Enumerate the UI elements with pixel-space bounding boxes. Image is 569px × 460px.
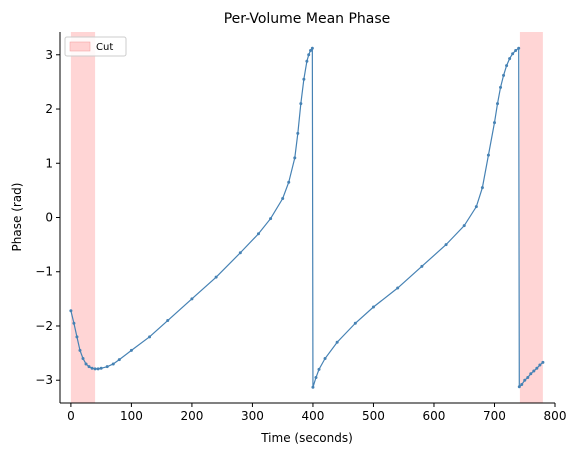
- data-point-21: [256, 232, 260, 236]
- data-point-1: [69, 309, 73, 313]
- data-point-52: [508, 57, 512, 61]
- x-tick-label: 700: [483, 409, 506, 423]
- data-point-23: [281, 197, 285, 201]
- data-point-42: [444, 243, 448, 247]
- data-point-30: [307, 53, 311, 57]
- legend: Cut: [64, 36, 127, 57]
- data-point-7: [87, 365, 91, 369]
- legend-label: Cut: [96, 42, 113, 53]
- data-point-31: [309, 48, 313, 52]
- chart-title: Per-Volume Mean Phase: [224, 11, 391, 27]
- y-tick-label: −2: [35, 319, 53, 333]
- data-point-43: [462, 224, 466, 228]
- data-point-22: [269, 217, 273, 221]
- data-point-62: [535, 366, 539, 370]
- x-axis-title: Time (seconds): [260, 431, 353, 445]
- data-point-44: [474, 205, 478, 209]
- x-tick-label: 400: [301, 409, 324, 423]
- x-tick-label: 600: [423, 409, 446, 423]
- data-point-26: [296, 131, 300, 135]
- data-point-58: [523, 378, 527, 382]
- y-tick-label: 2: [45, 102, 53, 116]
- x-tick-label: 500: [362, 409, 385, 423]
- data-point-17: [166, 319, 170, 323]
- x-tick-label: 0: [67, 409, 75, 423]
- shaded-region-2: [519, 32, 543, 403]
- data-point-20: [238, 251, 242, 255]
- data-point-32: [310, 46, 314, 50]
- data-point-59: [526, 376, 530, 380]
- data-point-27: [299, 102, 303, 106]
- data-point-64: [541, 360, 545, 364]
- data-point-46: [486, 153, 490, 157]
- data-point-36: [323, 357, 327, 361]
- x-tick-label: 100: [120, 409, 143, 423]
- data-point-38: [353, 321, 357, 325]
- data-point-39: [371, 305, 375, 309]
- data-point-45: [480, 186, 484, 190]
- series-line-1: [70, 46, 544, 389]
- data-point-6: [84, 362, 88, 366]
- data-point-33: [311, 385, 315, 389]
- legend-swatch: [69, 41, 91, 52]
- data-point-56: [517, 385, 521, 389]
- data-point-48: [496, 102, 500, 106]
- x-tick-label: 300: [241, 409, 264, 423]
- data-point-35: [317, 367, 321, 371]
- data-point-2: [72, 321, 76, 325]
- data-point-61: [532, 369, 536, 373]
- data-point-8: [90, 366, 94, 370]
- data-point-54: [514, 48, 518, 52]
- data-point-28: [302, 77, 306, 81]
- data-point-37: [335, 340, 339, 344]
- y-tick-label: −3: [35, 373, 53, 387]
- data-point-60: [529, 372, 533, 376]
- data-point-12: [105, 365, 109, 369]
- axes: 0 100 200 300 400 500 600 700 800 −3 −2 −1 0 1 2 3: [35, 32, 566, 423]
- data-point-5: [81, 357, 85, 361]
- data-point-55: [517, 46, 521, 50]
- series-layer: [69, 46, 545, 389]
- data-point-29: [305, 59, 309, 63]
- data-point-13: [111, 362, 115, 366]
- data-point-18: [190, 297, 194, 301]
- data-point-16: [148, 335, 152, 339]
- data-point-15: [129, 348, 133, 352]
- data-point-57: [520, 383, 524, 387]
- data-point-24: [287, 180, 291, 184]
- y-tick-label: −1: [35, 265, 53, 279]
- data-point-25: [293, 156, 297, 160]
- data-point-49: [499, 85, 503, 89]
- data-point-19: [214, 275, 218, 279]
- data-point-9: [93, 367, 97, 371]
- y-tick-label: 1: [45, 156, 53, 170]
- data-point-10: [96, 367, 100, 371]
- data-point-40: [396, 286, 400, 290]
- data-point-11: [99, 366, 103, 370]
- y-tick-label: 0: [45, 211, 53, 225]
- data-point-63: [538, 363, 542, 367]
- shaded-region-1: [70, 32, 96, 403]
- data-point-41: [420, 264, 424, 268]
- data-point-14: [117, 358, 121, 362]
- y-axis-title: Phase (rad): [10, 183, 24, 252]
- y-tick-label: 3: [45, 48, 53, 62]
- shaded-regions: [70, 32, 543, 403]
- data-point-47: [492, 121, 496, 125]
- data-point-53: [511, 52, 515, 56]
- data-point-3: [75, 335, 79, 339]
- data-point-50: [502, 73, 506, 77]
- x-tick-label: 800: [544, 409, 567, 423]
- data-point-51: [505, 64, 509, 68]
- data-point-4: [78, 348, 82, 352]
- x-tick-label: 200: [180, 409, 203, 423]
- data-point-34: [314, 376, 318, 380]
